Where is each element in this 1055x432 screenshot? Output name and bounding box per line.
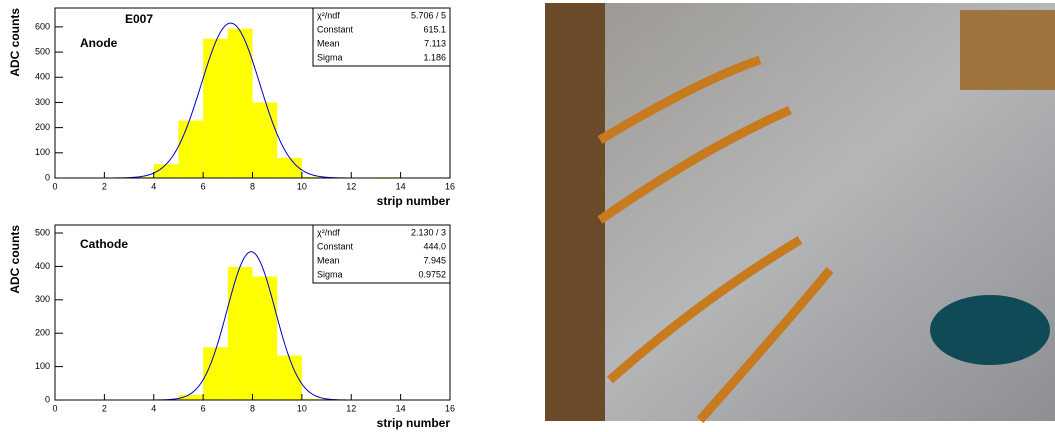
photo-box bbox=[960, 10, 1055, 90]
stats-value: 444.0 bbox=[423, 241, 446, 251]
x-tick-label: 12 bbox=[346, 403, 356, 413]
x-tick-label: 16 bbox=[445, 181, 455, 191]
stats-value: 5.706 / 5 bbox=[411, 10, 446, 20]
stats-label: Mean bbox=[317, 38, 340, 48]
y-tick-label: 100 bbox=[35, 361, 50, 371]
x-tick-label: 16 bbox=[445, 403, 455, 413]
y-tick-label: 300 bbox=[35, 294, 50, 304]
stats-box bbox=[312, 7, 451, 67]
bar bbox=[178, 394, 204, 400]
y-tick-label: 200 bbox=[35, 122, 50, 132]
stats-value: 615.1 bbox=[423, 24, 446, 34]
y-tick-label: 200 bbox=[35, 328, 50, 338]
x-axis-label: strip number bbox=[377, 194, 451, 208]
stats-label: Mean bbox=[317, 255, 340, 265]
x-tick-label: 6 bbox=[201, 403, 206, 413]
panel-label: Cathode bbox=[80, 237, 128, 251]
bar bbox=[153, 164, 179, 178]
photo-goggles bbox=[930, 295, 1050, 365]
photo-table-edge bbox=[545, 3, 605, 421]
y-axis-label: ADC counts bbox=[8, 8, 22, 77]
stats-label: Constant bbox=[317, 241, 354, 251]
stats-value: 1.186 bbox=[423, 52, 446, 62]
stats-label: χ²/ndf bbox=[317, 10, 340, 20]
bar bbox=[301, 398, 327, 400]
x-tick-label: 10 bbox=[297, 181, 307, 191]
bar bbox=[252, 276, 278, 400]
bar bbox=[129, 176, 154, 178]
histogram-chart: 0 2 4 6 8 10 12 14 16 0 100 200 300 400 500 600 strip nu… bbox=[8, 7, 455, 208]
y-tick-label: 400 bbox=[35, 72, 50, 82]
x-tick-label: 2 bbox=[102, 181, 107, 191]
x-tick-label: 0 bbox=[52, 181, 57, 191]
x-tick-label: 4 bbox=[151, 403, 156, 413]
stats-label: Sigma bbox=[317, 52, 343, 62]
photo-cables bbox=[597, 55, 834, 423]
bar bbox=[227, 267, 253, 400]
x-tick-label: 8 bbox=[250, 403, 255, 413]
x-tick-label: 14 bbox=[396, 181, 406, 191]
stats-label: Sigma bbox=[317, 269, 343, 279]
stats-value: 0.9752 bbox=[418, 269, 446, 279]
bar bbox=[203, 347, 228, 400]
y-tick-label: 100 bbox=[35, 147, 50, 157]
panel-label: Anode bbox=[80, 36, 118, 50]
bar bbox=[203, 38, 228, 179]
x-tick-label: 10 bbox=[297, 403, 307, 413]
y-tick-label: 0 bbox=[45, 394, 50, 404]
x-tick-label: 0 bbox=[52, 403, 57, 413]
x-axis-label: strip number bbox=[377, 416, 451, 430]
y-tick-label: 0 bbox=[45, 172, 50, 182]
stats-label: Constant bbox=[317, 24, 354, 34]
y-axis-label: ADC counts bbox=[8, 225, 22, 294]
stats-value: 7.945 bbox=[423, 255, 446, 265]
x-tick-label: 6 bbox=[201, 181, 206, 191]
x-tick-label: 14 bbox=[396, 403, 406, 413]
y-tick-label: 500 bbox=[35, 46, 50, 56]
x-tick-label: 12 bbox=[346, 181, 356, 191]
stats-box bbox=[312, 224, 451, 284]
histogram-chart: 0 2 4 6 8 10 12 14 16 0 100 200 300 400 500 strip numbe… bbox=[8, 224, 455, 430]
stats-value: 2.130 / 3 bbox=[411, 227, 446, 237]
x-tick-label: 4 bbox=[151, 181, 156, 191]
photo bbox=[545, 3, 1055, 423]
stats-label: χ²/ndf bbox=[317, 227, 340, 237]
bar bbox=[178, 120, 204, 178]
bar bbox=[277, 157, 302, 178]
bar bbox=[301, 176, 327, 178]
chart-title: E007 bbox=[125, 12, 153, 26]
x-tick-label: 2 bbox=[102, 403, 107, 413]
y-tick-label: 600 bbox=[35, 21, 50, 31]
stats-value: 7.113 bbox=[424, 38, 446, 48]
bar bbox=[227, 28, 253, 178]
y-tick-label: 500 bbox=[35, 227, 50, 237]
y-tick-label: 400 bbox=[35, 261, 50, 271]
x-tick-label: 8 bbox=[250, 181, 255, 191]
y-tick-label: 300 bbox=[35, 97, 50, 107]
bar bbox=[252, 102, 278, 178]
